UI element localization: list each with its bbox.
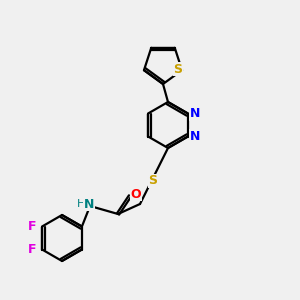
Text: N: N [190, 130, 200, 143]
Text: F: F [28, 220, 36, 233]
Text: S: S [173, 63, 182, 76]
Text: H: H [77, 199, 85, 209]
Text: F: F [28, 243, 36, 256]
Text: O: O [131, 188, 141, 200]
Text: N: N [190, 107, 200, 120]
Text: S: S [148, 175, 158, 188]
Text: N: N [84, 197, 94, 211]
